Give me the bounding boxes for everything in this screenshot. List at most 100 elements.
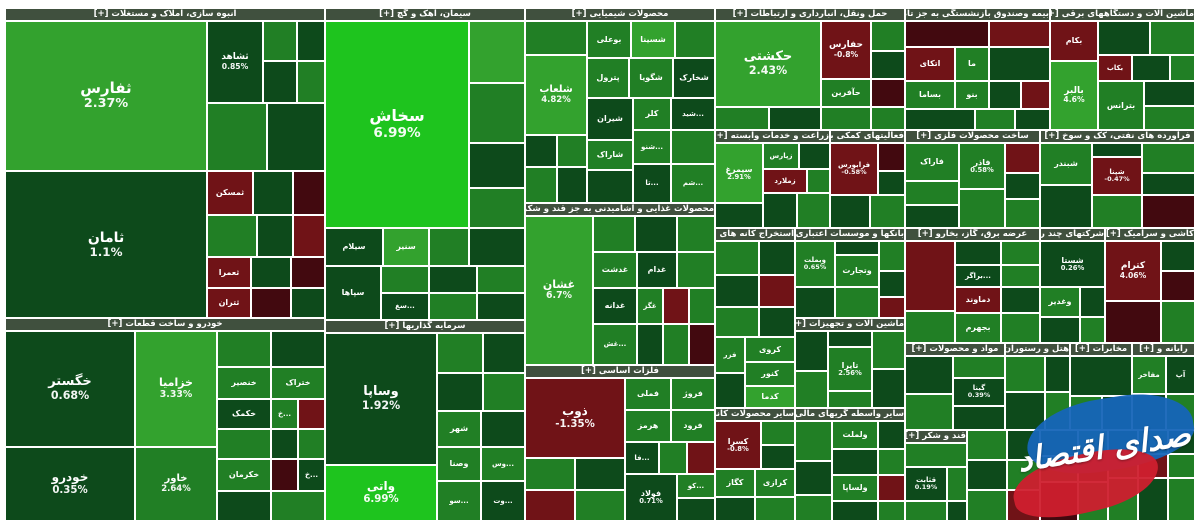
tile[interactable] bbox=[429, 266, 477, 293]
tile-خکمک[interactable]: خکمک bbox=[217, 399, 271, 429]
tile-بکاب[interactable]: بکاب bbox=[1098, 55, 1132, 81]
tile[interactable] bbox=[297, 21, 325, 61]
tile[interactable] bbox=[298, 399, 325, 429]
sector-header-food[interactable]: محصولات غذایی و آشامیدنی به جز قند و شکر… bbox=[525, 203, 715, 216]
tile[interactable] bbox=[525, 458, 575, 490]
tile[interactable] bbox=[715, 203, 763, 228]
tile[interactable] bbox=[297, 61, 325, 103]
sector-header-other-minerals[interactable]: سایر محصولات کانی غیر [+] bbox=[715, 408, 795, 421]
tile[interactable] bbox=[253, 171, 293, 215]
tile[interactable] bbox=[759, 307, 795, 337]
tile[interactable] bbox=[1005, 173, 1040, 199]
tile[interactable] bbox=[481, 411, 525, 447]
tile[interactable] bbox=[663, 324, 689, 365]
tile[interactable] bbox=[677, 498, 715, 521]
sector-header-ceramics[interactable]: کاشی و سرامیک [+] bbox=[1105, 228, 1195, 241]
tile-سخاش[interactable]: سخاش 6.99% bbox=[325, 21, 469, 228]
tile-خاور[interactable]: خاور 2.64% bbox=[135, 447, 217, 521]
tile-حآفرین[interactable]: حآفرین bbox=[821, 79, 871, 107]
tile[interactable] bbox=[675, 21, 715, 58]
tile-ثمسکن[interactable]: ثمسکن bbox=[207, 171, 253, 215]
sector-header-it[interactable]: رایانه و [+] bbox=[1132, 343, 1195, 356]
tile-شیران[interactable]: شیران bbox=[587, 98, 633, 140]
tile[interactable] bbox=[878, 421, 905, 449]
tile-...وت[interactable]: ...وت bbox=[481, 481, 525, 521]
tile[interactable] bbox=[1078, 456, 1108, 482]
tile[interactable] bbox=[429, 293, 477, 320]
tile[interactable] bbox=[878, 501, 905, 521]
tile-کلر[interactable]: کلر bbox=[633, 98, 671, 130]
tile-بنو[interactable]: بنو bbox=[955, 81, 989, 109]
tile-خگستر[interactable]: خگستر 0.68% bbox=[5, 331, 135, 447]
tile[interactable] bbox=[755, 497, 795, 521]
tile[interactable] bbox=[1040, 456, 1078, 482]
tile[interactable] bbox=[1040, 430, 1078, 456]
tile[interactable] bbox=[575, 490, 625, 521]
tile-سیمرغ[interactable]: سیمرغ 2.91% bbox=[715, 143, 763, 203]
tile[interactable] bbox=[1168, 478, 1195, 521]
tile-وبملت[interactable]: وبملت 0.65% bbox=[795, 241, 835, 287]
tile[interactable] bbox=[637, 324, 663, 365]
tile[interactable] bbox=[251, 288, 291, 318]
tile[interactable] bbox=[1045, 392, 1070, 430]
tile-آپ[interactable]: آپ bbox=[1166, 356, 1195, 394]
tile[interactable] bbox=[799, 143, 830, 169]
tile-فملی[interactable]: فملی bbox=[625, 378, 671, 410]
tile[interactable] bbox=[469, 21, 525, 83]
tile-شپنا[interactable]: شپنا -0.47% bbox=[1092, 157, 1142, 195]
tile-گبنا[interactable]: گبنا 0.39% bbox=[953, 378, 1005, 406]
tile[interactable] bbox=[959, 189, 1005, 228]
tile-فاراک[interactable]: فاراک bbox=[905, 143, 959, 181]
tile[interactable] bbox=[1142, 195, 1195, 228]
tile[interactable] bbox=[905, 205, 959, 228]
tile[interactable] bbox=[835, 287, 879, 318]
tile[interactable] bbox=[795, 331, 828, 371]
tile[interactable] bbox=[1138, 478, 1168, 521]
tile-قثابت[interactable]: قثابت 0.19% bbox=[905, 467, 947, 501]
tile-شبندر[interactable]: شبندر bbox=[1040, 143, 1092, 185]
tile[interactable] bbox=[1040, 185, 1092, 228]
tile-کنور[interactable]: کنور bbox=[745, 362, 795, 386]
tile-سپاها[interactable]: سپاها bbox=[325, 266, 381, 320]
tile[interactable] bbox=[483, 373, 525, 411]
tile-غدانه[interactable]: غدانه bbox=[593, 288, 637, 324]
tile[interactable] bbox=[905, 394, 953, 430]
tile[interactable] bbox=[975, 109, 1015, 130]
tile-غگز[interactable]: غگز bbox=[637, 288, 663, 324]
tile-...وس[interactable]: ...وس bbox=[481, 447, 525, 481]
tile-خودرو[interactable]: خودرو 0.35% bbox=[5, 447, 135, 521]
tile[interactable] bbox=[953, 356, 1005, 378]
tile[interactable] bbox=[828, 331, 872, 347]
tile[interactable] bbox=[715, 241, 759, 275]
tile[interactable] bbox=[271, 491, 325, 521]
tile[interactable] bbox=[967, 460, 1007, 490]
tile-...کو[interactable]: ...کو bbox=[677, 474, 715, 498]
tile[interactable] bbox=[263, 61, 297, 103]
tile[interactable] bbox=[1108, 430, 1138, 454]
tile[interactable] bbox=[1007, 490, 1040, 521]
tile[interactable] bbox=[715, 373, 745, 408]
tile[interactable] bbox=[1132, 55, 1170, 81]
tile[interactable] bbox=[947, 501, 967, 521]
tile-فولاد[interactable]: فولاد 0.71% bbox=[625, 474, 677, 521]
tile-...شم[interactable]: ...شم bbox=[671, 164, 715, 203]
tile[interactable] bbox=[593, 216, 635, 252]
tile[interactable] bbox=[291, 257, 325, 288]
tile-...خ[interactable]: ...خ bbox=[298, 459, 325, 491]
tile-فروژ[interactable]: فروژ bbox=[671, 378, 715, 410]
tile-غدام[interactable]: غدام bbox=[637, 252, 677, 288]
sector-header-mining[interactable]: استخراج کانه های فلزی [+] bbox=[715, 228, 795, 241]
tile-...فا[interactable]: ...فا bbox=[625, 442, 659, 474]
tile[interactable] bbox=[1102, 396, 1132, 430]
tile[interactable] bbox=[795, 371, 828, 408]
tile-دماوند[interactable]: دماوند bbox=[955, 287, 1001, 313]
tile[interactable] bbox=[525, 21, 587, 55]
tile[interactable] bbox=[1144, 81, 1195, 106]
tile[interactable] bbox=[879, 241, 905, 271]
sector-header-auto[interactable]: خودرو و ساخت قطعات [+] bbox=[5, 318, 325, 331]
tile[interactable] bbox=[257, 215, 293, 257]
tile[interactable] bbox=[677, 216, 715, 252]
tile[interactable] bbox=[1166, 394, 1195, 430]
tile[interactable] bbox=[207, 103, 267, 171]
tile-تایرا[interactable]: تایرا 2.56% bbox=[828, 347, 872, 391]
